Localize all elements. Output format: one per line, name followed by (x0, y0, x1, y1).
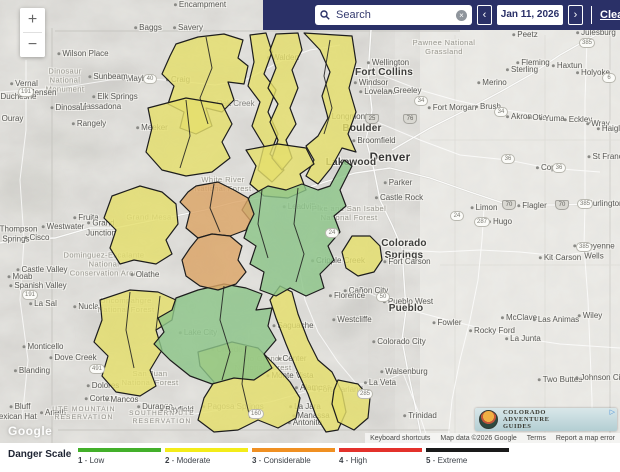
legend-item-considerable: 3 - Considerable (252, 448, 335, 465)
ad-line: GUIDES (503, 423, 532, 430)
date-display[interactable]: Jan 11, 2026 (497, 5, 563, 25)
legend-item-label: 5 - Extreme (426, 456, 468, 465)
legend-color-bar (252, 448, 335, 452)
search-input[interactable] (334, 8, 452, 22)
legend-item-label: 1 - Low (78, 456, 105, 465)
zoom-control-divider (23, 32, 42, 33)
avalanche-zone-moderate[interactable] (145, 97, 233, 177)
danger-scale-legend: Danger Scale 1 - Low 2 - Moderate 3 - Cons… (0, 443, 620, 472)
legend-item-label: 3 - Considerable (252, 456, 311, 465)
legend-item-label: 4 - High (339, 456, 368, 465)
map-attribution: Keyboard shortcuts Map data ©2026 Google T… (365, 433, 620, 443)
county-lines (430, 35, 620, 440)
toolbar: × ‹ Jan 11, 2026 › Clear × (263, 0, 620, 30)
map-canvas[interactable]: EncampmentBaggsSaveryWaldenCraigMaybellS… (0, 0, 620, 443)
attribution-link[interactable]: Report a map error (555, 434, 615, 442)
map-zoom-in-button[interactable]: + (20, 8, 45, 32)
legend-item-high: 4 - High (339, 448, 422, 465)
map-zoom-control: + − (20, 8, 45, 57)
date-next-button[interactable]: › (568, 5, 583, 25)
zone-inner-borders (125, 36, 333, 419)
toolbar-divider (591, 6, 592, 24)
map-zoom-out-button[interactable]: − (20, 33, 45, 57)
clear-date-button[interactable]: Clear × (600, 9, 620, 21)
google-watermark: Google (8, 424, 53, 438)
avalanche-zone-considerable[interactable] (179, 181, 255, 239)
boundary-lines (51, 28, 611, 443)
clear-label: Clear (600, 9, 620, 21)
date-prev-button[interactable]: ‹ (477, 5, 492, 25)
search-box: × (315, 5, 472, 25)
avalanche-zone-low[interactable] (241, 159, 353, 297)
legend-color-bar (426, 448, 509, 452)
legend-item-moderate: 2 - Moderate (165, 448, 248, 465)
avalanche-zone-moderate[interactable] (93, 289, 177, 397)
search-clear-icon[interactable]: × (456, 9, 467, 21)
ad-line: COLORADO (503, 409, 547, 416)
ad-line: ADVENTURE (503, 416, 550, 423)
attribution-text: Map data ©2026 Google (440, 434, 517, 442)
attribution-link[interactable]: Keyboard shortcuts (370, 434, 431, 442)
legend-item-low: 1 - Low (78, 448, 161, 465)
ad-text: COLORADO ADVENTURE GUIDES (503, 409, 550, 430)
avalanche-zone-low[interactable] (153, 283, 277, 385)
ad-banner[interactable]: COLORADO ADVENTURE GUIDES ▷ (475, 408, 617, 431)
advertiser-logo (479, 410, 498, 429)
adchoices-icon[interactable]: ▷ (609, 409, 615, 416)
search-icon (320, 10, 330, 20)
legend-items: 1 - Low 2 - Moderate 3 - Considerable 4 - H… (78, 448, 509, 465)
avalanche-zone-considerable[interactable] (181, 233, 247, 291)
legend-color-bar (339, 448, 422, 452)
avalanche-zones-layer (93, 32, 383, 433)
legend-title: Danger Scale (8, 449, 72, 460)
avalanche-zone-moderate[interactable] (303, 32, 357, 185)
legend-color-bar (78, 448, 161, 452)
avalanche-zone-moderate[interactable] (103, 185, 179, 265)
terrain-noise-east (380, 0, 620, 443)
avalanche-zone-moderate[interactable] (341, 235, 383, 277)
legend-color-bar (165, 448, 248, 452)
legend-item-extreme: 5 - Extreme (426, 448, 509, 465)
legend-item-label: 2 - Moderate (165, 456, 211, 465)
attribution-link[interactable]: Terms (526, 434, 546, 442)
avalanche-zone-moderate[interactable] (269, 285, 347, 433)
avalanche-zone-moderate[interactable] (331, 379, 371, 431)
